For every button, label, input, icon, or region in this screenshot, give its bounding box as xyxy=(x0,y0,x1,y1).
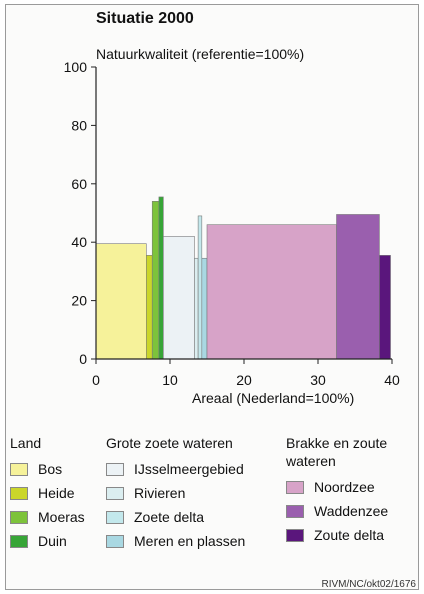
y-tick-label: 40 xyxy=(71,234,87,250)
legend-item-waddenzee: Waddenzee xyxy=(286,502,414,520)
legend-label: IJsselmeergebied xyxy=(134,461,244,477)
legend-group-title: Brakke en zoute wateren xyxy=(286,435,388,469)
legend-swatch xyxy=(106,534,124,548)
legend-swatch xyxy=(10,510,28,524)
y-tick-label: 20 xyxy=(71,293,87,309)
legend-item-ijsselmeergebied: IJsselmeergebied xyxy=(106,460,278,478)
legend-label: Rivieren xyxy=(134,485,186,501)
y-tick-label: 60 xyxy=(71,176,87,192)
y-tick-label: 100 xyxy=(64,59,88,75)
bar-heide xyxy=(146,255,153,360)
legend-label: Heide xyxy=(38,485,75,501)
legend-item-zoute-delta: Zoute delta xyxy=(286,526,414,544)
bar-bos xyxy=(95,243,147,360)
legend-swatch xyxy=(286,504,304,518)
y-tick-label: 80 xyxy=(71,117,87,133)
bar-moeras xyxy=(151,201,160,360)
legend-item-zoete-delta: Zoete delta xyxy=(106,508,278,526)
legend-item-duin: Duin xyxy=(10,532,96,550)
credit-text: RIVM/NC/okt02/1676 xyxy=(321,579,417,590)
legend-label: Noordzee xyxy=(314,479,375,495)
chart-title: Situatie 2000 xyxy=(96,10,194,27)
legend-item-rivieren: Rivieren xyxy=(106,484,278,502)
legend-swatch xyxy=(10,534,28,548)
legend-group-brakke-en-zoute-wateren: Brakke en zoute wateren Noordzee Waddenze… xyxy=(286,434,414,550)
x-axis-label: Areaal (Nederland=100%) xyxy=(192,390,355,406)
legend-swatch xyxy=(106,486,124,500)
legend-swatch xyxy=(10,486,28,500)
legend-swatch xyxy=(286,528,304,542)
bar-rivieren xyxy=(194,257,199,360)
bar-ijsselmeergebied xyxy=(163,236,195,360)
legend-group-title: Land xyxy=(10,435,42,451)
legend-item-meren-en-plassen: Meren en plassen xyxy=(106,532,278,550)
legend-item-bos: Bos xyxy=(10,460,96,478)
x-tick-label: 10 xyxy=(162,372,178,388)
legend-swatch xyxy=(106,510,124,524)
legend-label: Moeras xyxy=(38,509,85,525)
legend-label: Meren en plassen xyxy=(134,533,246,549)
bar-duin xyxy=(158,196,164,360)
legend-group-title: Grote zoete wateren xyxy=(106,435,233,451)
y-tick-label: 0 xyxy=(79,351,87,367)
legend-group-land: Land Bos Heide Moeras Duin xyxy=(10,434,96,556)
x-tick-label: 0 xyxy=(92,372,100,388)
legend-label: Bos xyxy=(38,461,63,477)
bar-zoete-delta xyxy=(197,215,203,360)
legend-item-noordzee: Noordzee xyxy=(286,478,414,496)
legend-label: Waddenzee xyxy=(314,503,389,519)
legend-swatch xyxy=(286,480,304,494)
bar-waddenzee xyxy=(336,214,380,360)
legend-item-moeras: Moeras xyxy=(10,508,96,526)
bar-noordzee xyxy=(206,224,337,360)
legend-swatch xyxy=(10,462,28,476)
x-tick-label: 20 xyxy=(236,372,252,388)
x-tick-label: 40 xyxy=(384,372,400,388)
legend-label: Zoute delta xyxy=(314,527,385,543)
legend-item-heide: Heide xyxy=(10,484,96,502)
x-tick-label: 30 xyxy=(310,372,326,388)
legend-label: Zoete delta xyxy=(134,509,205,525)
legend-label: Duin xyxy=(38,533,67,549)
legend-swatch xyxy=(106,462,124,476)
bar-zoute-delta xyxy=(379,255,391,360)
bar-meren-en-plassen xyxy=(201,257,208,360)
y-axis-label: Natuurkwaliteit (referentie=100%) xyxy=(96,46,305,62)
legend-group-grote-zoete-wateren: Grote zoete wateren IJsselmeergebied Rivi… xyxy=(106,434,278,556)
